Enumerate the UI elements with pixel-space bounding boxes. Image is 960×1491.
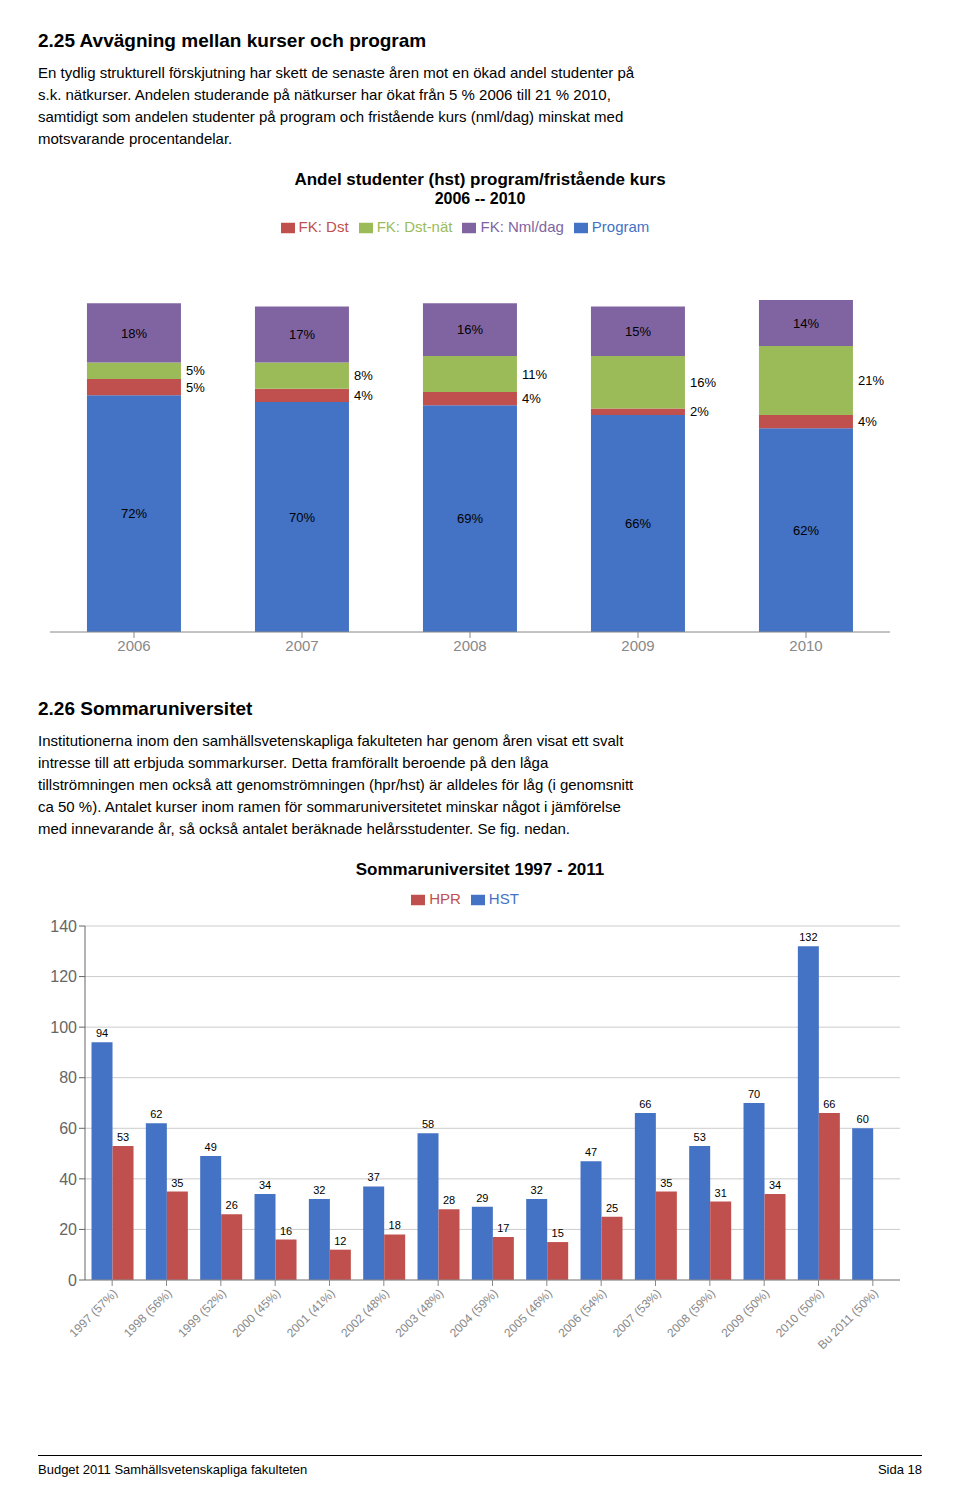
svg-text:4%: 4% bbox=[522, 391, 541, 406]
svg-text:66: 66 bbox=[639, 1098, 651, 1110]
svg-text:70: 70 bbox=[748, 1088, 760, 1100]
svg-text:70%: 70% bbox=[289, 510, 315, 525]
svg-text:49: 49 bbox=[205, 1141, 217, 1153]
svg-text:34: 34 bbox=[259, 1179, 271, 1191]
svg-text:132: 132 bbox=[799, 931, 817, 943]
html-text:FK: Dst-nät: FK: Dst-nät bbox=[376, 218, 453, 235]
svg-text:66%: 66% bbox=[625, 516, 651, 531]
html-text:s.k. nätkurser. Andelen studer: s.k. nätkurser. Andelen studerande på nä… bbox=[38, 86, 611, 103]
svg-text:32: 32 bbox=[531, 1184, 543, 1196]
svg-text:2006 (54%): 2006 (54%) bbox=[556, 1286, 610, 1340]
html-text:Andel studenter (hst) program/: Andel studenter (hst) program/fristående… bbox=[294, 170, 666, 189]
svg-text:18%: 18% bbox=[121, 326, 147, 341]
svg-text:2000 (45%): 2000 (45%) bbox=[230, 1286, 284, 1340]
svg-text:2007 (53%): 2007 (53%) bbox=[610, 1286, 664, 1340]
html-text:FK: Nml/dag: FK: Nml/dag bbox=[480, 218, 564, 235]
html-text:Sommaruniversitet 1997 - 2011: Sommaruniversitet 1997 - 2011 bbox=[355, 860, 605, 879]
svg-text:21%: 21% bbox=[858, 373, 884, 388]
svg-text:1999 (52%): 1999 (52%) bbox=[175, 1286, 229, 1340]
svg-text:15%: 15% bbox=[625, 324, 651, 339]
svg-text:18: 18 bbox=[389, 1219, 401, 1231]
svg-text:35: 35 bbox=[171, 1177, 183, 1189]
svg-text:47: 47 bbox=[585, 1146, 597, 1158]
svg-text:2009 (50%): 2009 (50%) bbox=[719, 1286, 773, 1340]
svg-text:32: 32 bbox=[313, 1184, 325, 1196]
svg-text:11%: 11% bbox=[522, 367, 547, 382]
svg-text:5%: 5% bbox=[186, 380, 205, 395]
svg-text:120: 120 bbox=[50, 968, 77, 985]
svg-text:2010: 2010 bbox=[789, 637, 822, 654]
html-text:2006 -- 2010: 2006 -- 2010 bbox=[434, 190, 526, 207]
svg-text:16: 16 bbox=[280, 1225, 292, 1237]
svg-text:2010 (50%): 2010 (50%) bbox=[773, 1286, 827, 1340]
svg-text:53: 53 bbox=[694, 1131, 706, 1143]
svg-text:4%: 4% bbox=[354, 388, 373, 403]
svg-text:80: 80 bbox=[59, 1069, 77, 1086]
svg-text:40: 40 bbox=[59, 1171, 77, 1188]
svg-text:20: 20 bbox=[59, 1221, 77, 1238]
svg-text:100: 100 bbox=[50, 1019, 77, 1036]
svg-text:69%: 69% bbox=[457, 511, 483, 526]
html-text:intresse till att erbjuda somm: intresse till att erbjuda sommarkurser. … bbox=[38, 754, 549, 771]
html-text:ca 50 %). Antalet kurser inom: ca 50 %). Antalet kurser inom ramen för … bbox=[38, 798, 621, 815]
html-text:HST: HST bbox=[488, 890, 519, 907]
svg-text:28: 28 bbox=[443, 1194, 455, 1206]
svg-text:62%: 62% bbox=[793, 523, 819, 538]
svg-text:26: 26 bbox=[226, 1199, 238, 1211]
svg-text:1997 (57%): 1997 (57%) bbox=[67, 1286, 121, 1340]
svg-text:35: 35 bbox=[660, 1177, 672, 1189]
svg-text:2009: 2009 bbox=[621, 637, 654, 654]
svg-text:0: 0 bbox=[68, 1272, 77, 1289]
html-text:En tydlig strukturell förskjut: En tydlig strukturell förskjutning har s… bbox=[38, 64, 635, 81]
html-text:med innevarande år, så också a: med innevarande år, så också antalet ber… bbox=[38, 820, 570, 837]
svg-text:94: 94 bbox=[96, 1027, 108, 1039]
svg-text:140: 140 bbox=[50, 918, 77, 935]
svg-text:58: 58 bbox=[422, 1118, 434, 1130]
html-text:Institutionerna inom den samhä: Institutionerna inom den samhällsvetensk… bbox=[38, 732, 624, 749]
svg-text:5%: 5% bbox=[186, 363, 205, 378]
html-text:samtidigt som andelen studente: samtidigt som andelen studenter på progr… bbox=[38, 108, 624, 125]
html-text:tillströmningen men också att: tillströmningen men också att genomström… bbox=[38, 776, 634, 793]
svg-text:16%: 16% bbox=[690, 375, 716, 390]
html-text:HPR: HPR bbox=[429, 890, 461, 907]
html-text:2.26 Sommaruniversitet: 2.26 Sommaruniversitet bbox=[38, 698, 253, 719]
svg-text:2008: 2008 bbox=[453, 637, 486, 654]
svg-text:1998 (56%): 1998 (56%) bbox=[121, 1286, 175, 1340]
svg-text:2008 (59%): 2008 (59%) bbox=[664, 1286, 718, 1340]
svg-text:17%: 17% bbox=[289, 327, 315, 342]
svg-text:34: 34 bbox=[769, 1179, 781, 1191]
html-text:2.25 Avvägning mellan kurser o: 2.25 Avvägning mellan kurser och program bbox=[38, 30, 427, 51]
svg-text:29: 29 bbox=[476, 1192, 488, 1204]
svg-text:60: 60 bbox=[857, 1113, 869, 1125]
svg-text:4%: 4% bbox=[858, 414, 877, 429]
svg-text:62: 62 bbox=[150, 1108, 162, 1120]
svg-text:2006: 2006 bbox=[117, 637, 150, 654]
html-text:Program: Program bbox=[591, 218, 650, 235]
svg-text:Bu 2011 (50%): Bu 2011 (50%) bbox=[815, 1286, 881, 1352]
svg-text:60: 60 bbox=[59, 1120, 77, 1137]
svg-text:8%: 8% bbox=[354, 368, 373, 383]
svg-text:12: 12 bbox=[334, 1235, 346, 1247]
svg-text:72%: 72% bbox=[121, 506, 147, 521]
svg-text:17: 17 bbox=[497, 1222, 509, 1234]
svg-text:2003 (48%): 2003 (48%) bbox=[393, 1286, 447, 1340]
svg-text:2%: 2% bbox=[690, 404, 709, 419]
svg-text:66: 66 bbox=[823, 1098, 835, 1110]
svg-text:2004 (59%): 2004 (59%) bbox=[447, 1286, 501, 1340]
svg-text:14%: 14% bbox=[793, 316, 819, 331]
html-text:motsvarande procentandelar.: motsvarande procentandelar. bbox=[38, 130, 233, 147]
svg-text:31: 31 bbox=[715, 1187, 727, 1199]
html-text:FK: Dst: FK: Dst bbox=[298, 218, 349, 235]
svg-text:37: 37 bbox=[368, 1171, 380, 1183]
svg-text:2002 (48%): 2002 (48%) bbox=[338, 1286, 392, 1340]
svg-text:25: 25 bbox=[606, 1202, 618, 1214]
svg-text:2001 (41%): 2001 (41%) bbox=[284, 1286, 338, 1340]
html-text:Budget 2011 Samhällsvetenskapl: Budget 2011 Samhällsvetenskapliga fakult… bbox=[38, 1462, 308, 1477]
svg-text:2007: 2007 bbox=[285, 637, 318, 654]
svg-text:2005 (46%): 2005 (46%) bbox=[501, 1286, 555, 1340]
svg-text:53: 53 bbox=[117, 1131, 129, 1143]
svg-text:15: 15 bbox=[552, 1227, 564, 1239]
svg-text:16%: 16% bbox=[457, 322, 483, 337]
html-text:Sida 18: Sida 18 bbox=[877, 1462, 922, 1477]
